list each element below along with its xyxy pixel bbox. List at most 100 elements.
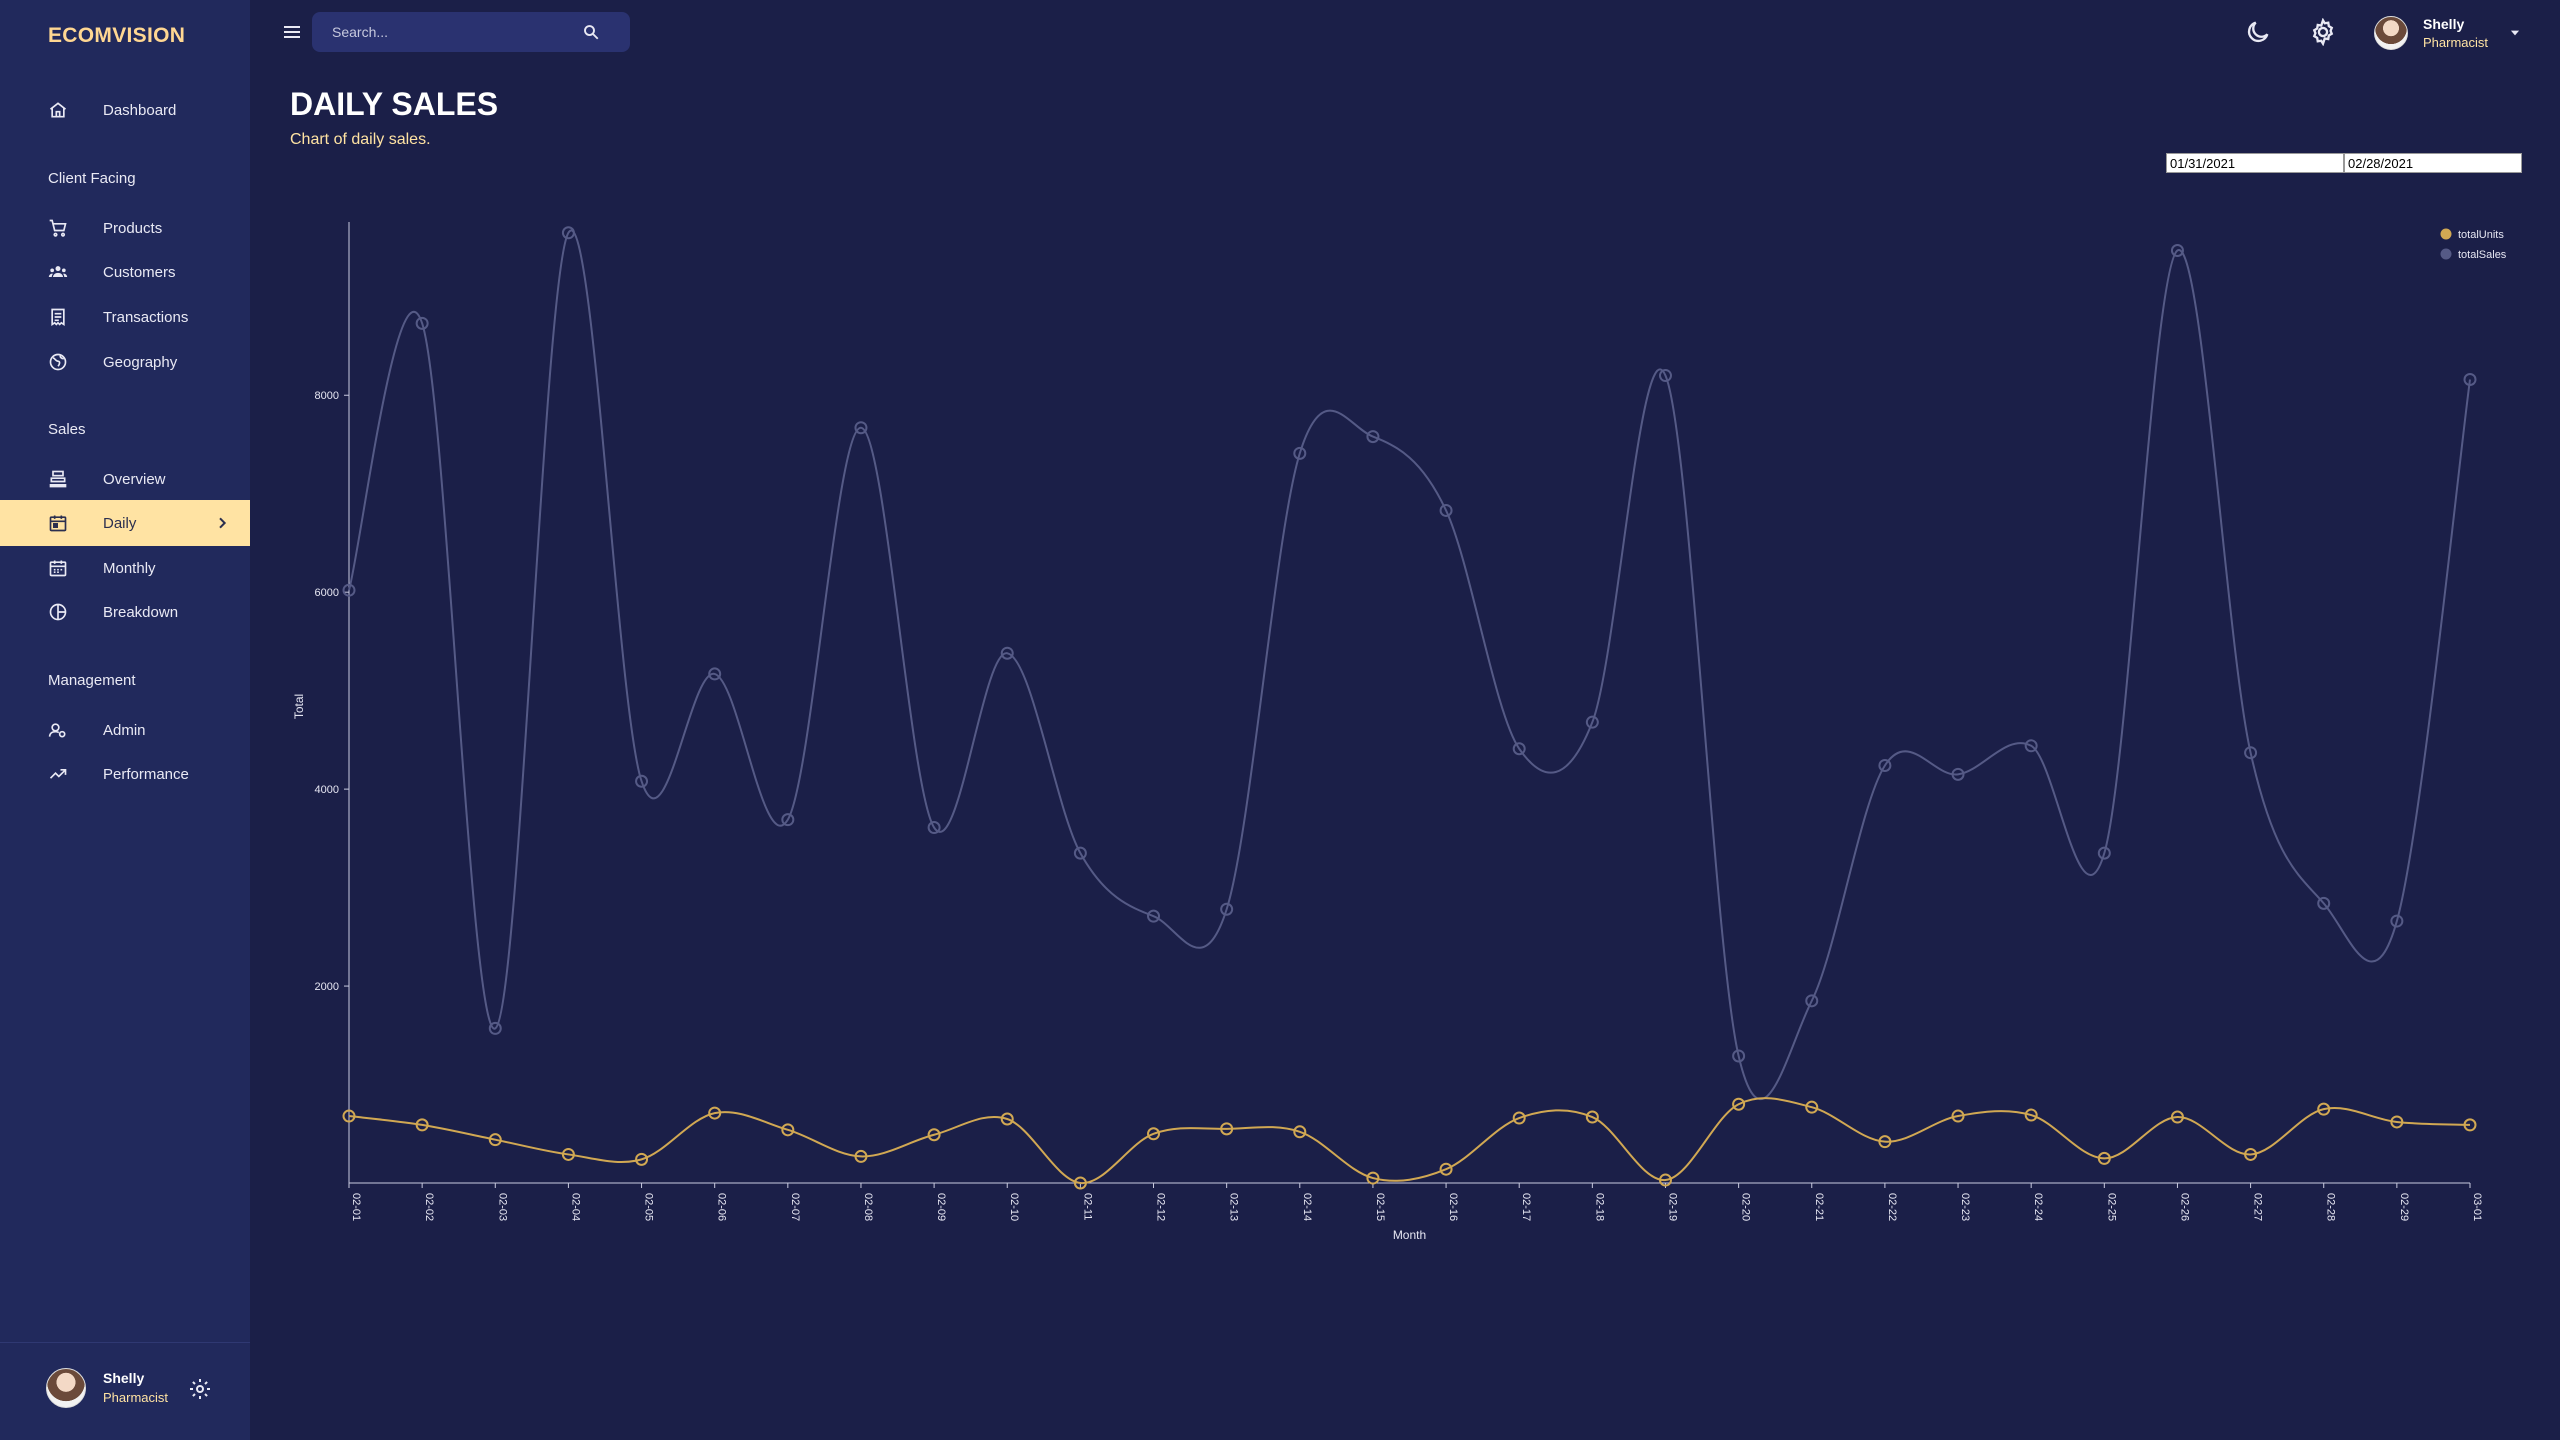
- settings-icon[interactable]: [2309, 18, 2337, 46]
- sidebar-item-transactions[interactable]: Transactions: [0, 294, 250, 340]
- x-tick-label: 02-28: [2325, 1193, 2337, 1221]
- sidebar-item-performance[interactable]: Performance: [0, 751, 250, 797]
- sidebar-item-label: Performance: [103, 765, 189, 783]
- data-point-totalSales: [2463, 372, 2477, 386]
- sidebar-item-monthly[interactable]: Monthly: [0, 545, 250, 591]
- page-title: DAILY SALES: [290, 86, 499, 122]
- data-point-totalSales: [1439, 503, 1453, 517]
- x-tick-label: 02-22: [1886, 1193, 1898, 1221]
- x-tick-label: 02-14: [1301, 1193, 1313, 1221]
- data-point-totalSales: [927, 821, 941, 835]
- legend-label-totalUnits: totalUnits: [2458, 229, 2504, 241]
- data-point-totalUnits: [1585, 1110, 1599, 1124]
- x-tick-label: 02-15: [1374, 1193, 1386, 1221]
- sidebar-item-label: Breakdown: [103, 603, 179, 621]
- end-date-input[interactable]: [2344, 153, 2522, 173]
- data-point-totalSales: [1512, 742, 1526, 756]
- data-point-totalSales: [1878, 758, 1892, 772]
- sidebar-item-overview[interactable]: Overview: [0, 456, 250, 502]
- x-axis-label: Month: [1393, 1228, 1426, 1242]
- x-tick-label: 02-09: [935, 1193, 947, 1221]
- data-point-totalSales: [1000, 646, 1014, 660]
- topbar-user-menu[interactable]: Shelly Pharmacist: [2374, 14, 2524, 54]
- data-point-totalSales: [1658, 369, 1672, 383]
- data-point-totalUnits: [927, 1128, 941, 1142]
- series-line-totalSales: [348, 229, 2471, 1101]
- x-tick-label: 02-27: [2252, 1193, 2264, 1221]
- data-point-totalUnits: [1805, 1100, 1819, 1114]
- data-point-totalUnits: [1732, 1097, 1746, 1111]
- x-tick-label: 02-10: [1008, 1193, 1020, 1221]
- data-point-totalSales: [1220, 902, 1234, 916]
- data-point-totalSales: [2170, 243, 2184, 257]
- x-tick-label: 02-11: [1081, 1193, 1093, 1220]
- sidebar-item-admin[interactable]: Admin: [0, 707, 250, 753]
- cart-icon: [47, 217, 69, 239]
- x-tick-label: 02-02: [423, 1193, 435, 1221]
- x-tick-label: 02-21: [1813, 1193, 1825, 1221]
- sidebar-item-label: Dashboard: [103, 101, 177, 119]
- data-point-totalSales: [2024, 739, 2038, 753]
- brand-logo[interactable]: ECOMVISION: [48, 24, 186, 47]
- data-point-totalUnits: [781, 1123, 795, 1137]
- x-tick-label: 02-13: [1228, 1193, 1240, 1221]
- sidebar-item-label: Overview: [103, 470, 166, 488]
- data-point-totalSales: [781, 813, 795, 827]
- data-point-totalUnits: [415, 1118, 429, 1132]
- data-point-totalSales: [1732, 1049, 1746, 1063]
- daily-sales-chart: 2000 4000 6000 8000 02-01 02-02 02-03 02-04 02-0…: [292, 222, 2507, 1242]
- data-point-totalSales: [2317, 896, 2331, 910]
- x-tick-label: 03-01: [2471, 1193, 2483, 1221]
- x-tick-label: 02-08: [862, 1193, 874, 1221]
- section-label-client-facing: Client Facing: [48, 170, 136, 187]
- data-point-totalUnits: [1512, 1111, 1526, 1125]
- page-subtitle: Chart of daily sales.: [290, 131, 431, 148]
- data-point-totalUnits: [1220, 1122, 1234, 1136]
- y-tick-label: 4000: [315, 784, 339, 796]
- arrow-drop-down-icon[interactable]: [2508, 26, 2522, 40]
- sidebar-item-label: Products: [103, 219, 163, 237]
- menu-icon[interactable]: [280, 20, 304, 44]
- sidebar-item-geography[interactable]: Geography: [0, 339, 250, 385]
- x-tick-label: 02-07: [789, 1193, 801, 1221]
- admin-icon: [47, 719, 69, 741]
- dark-mode-icon[interactable]: [2244, 18, 2272, 46]
- sidebar-item-breakdown[interactable]: Breakdown: [0, 589, 250, 635]
- data-point-totalUnits: [2170, 1110, 2184, 1124]
- y-tick-label: 6000: [315, 587, 339, 599]
- sidebar-item-label: Transactions: [103, 308, 189, 326]
- x-tick-label: 02-19: [1666, 1193, 1678, 1221]
- data-point-totalUnits: [1878, 1135, 1892, 1149]
- user-role: Pharmacist: [103, 1390, 169, 1405]
- sidebar-item-daily[interactable]: Daily: [0, 500, 250, 546]
- date-range-picker: [2166, 153, 2522, 173]
- data-point-totalUnits: [1951, 1109, 1965, 1123]
- data-point-totalUnits: [488, 1133, 502, 1147]
- start-date-input[interactable]: [2166, 153, 2344, 173]
- pie-chart-icon: [47, 601, 69, 623]
- data-point-totalSales: [635, 774, 649, 788]
- search-input[interactable]: [332, 22, 572, 42]
- data-point-totalSales: [415, 316, 429, 330]
- data-point-totalSales: [1951, 767, 1965, 781]
- data-point-totalUnits: [2463, 1118, 2477, 1132]
- data-point-totalUnits: [1658, 1173, 1672, 1187]
- data-point-totalUnits: [2390, 1115, 2404, 1129]
- sidebar-item-products[interactable]: Products: [0, 205, 250, 251]
- x-tick-label: 02-17: [1520, 1193, 1532, 1221]
- data-point-totalUnits: [708, 1106, 722, 1120]
- user-role: Pharmacist: [2423, 35, 2489, 50]
- x-tick-label: 02-05: [643, 1193, 655, 1221]
- x-tick-label: 02-18: [1593, 1193, 1605, 1221]
- search-icon[interactable]: [582, 23, 600, 41]
- data-point-totalUnits: [2244, 1147, 2258, 1161]
- legend-swatch-totalSales: [2440, 248, 2452, 260]
- sidebar-item-customers[interactable]: Customers: [0, 249, 250, 295]
- gear-icon[interactable]: [188, 1377, 212, 1401]
- data-point-totalSales: [342, 583, 356, 597]
- x-tick-label: 02-16: [1447, 1193, 1459, 1221]
- data-point-totalUnits: [2097, 1151, 2111, 1165]
- sidebar-item-dashboard[interactable]: Dashboard: [0, 87, 250, 133]
- x-tick-label: 02-23: [1959, 1193, 1971, 1221]
- sidebar: ECOMVISION Dashboard Client Facing Produ…: [0, 0, 250, 1440]
